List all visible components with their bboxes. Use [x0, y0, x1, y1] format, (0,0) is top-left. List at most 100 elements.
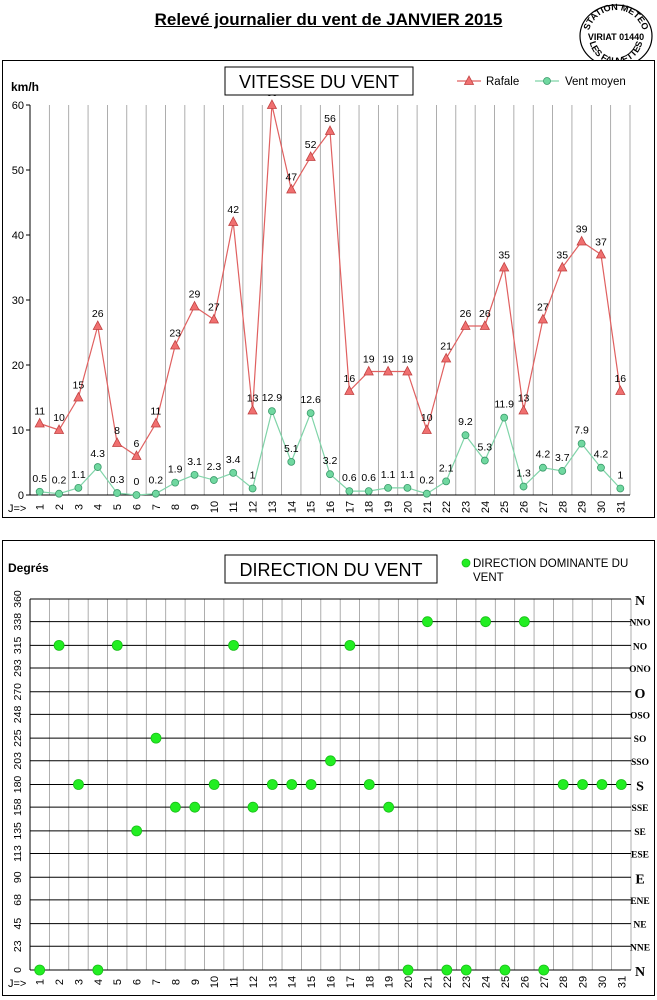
- y-tick-label: 158: [12, 798, 24, 816]
- mean-data-label: 0.6: [342, 472, 357, 484]
- gust-data-label: 16: [344, 373, 356, 385]
- y-tick-label: 90: [12, 871, 24, 883]
- x-tick-label: 31: [615, 501, 627, 513]
- gust-point: [382, 365, 394, 376]
- x-tick-label: 6: [131, 504, 143, 510]
- direction-point: [518, 616, 530, 628]
- y-tick-label: 270: [12, 683, 24, 701]
- mean-data-label: 7.9: [574, 425, 589, 437]
- direction-point: [441, 964, 453, 976]
- x-tick-label: 7: [151, 504, 163, 510]
- y-tick-label: 225: [12, 729, 24, 747]
- mean-point: [229, 468, 238, 477]
- x-tick-label: 6: [132, 979, 144, 985]
- gust-point: [111, 437, 123, 447]
- compass-label: O: [635, 687, 646, 702]
- direction-point: [383, 801, 395, 813]
- x-tick-label: 24: [481, 976, 493, 988]
- compass-label: N: [635, 594, 645, 609]
- mean-data-label: 1: [250, 470, 256, 482]
- x-tick-label: 21: [422, 501, 434, 513]
- station-stamp-logo: STATION METEO VIRIAT 01440 LES FAUVETTES: [579, 2, 653, 68]
- y-tick-label: 248: [12, 706, 24, 724]
- gust-point: [440, 352, 452, 363]
- direction-point: [228, 639, 239, 651]
- mean-data-label: 1.1: [71, 469, 86, 481]
- gust-data-label: 6: [134, 438, 140, 450]
- gust-point: [286, 183, 297, 194]
- legend-gust-marker: [463, 75, 475, 85]
- direction-point: [266, 779, 278, 790]
- gust-point: [73, 391, 84, 402]
- gust-point: [576, 235, 587, 246]
- gust-point: [595, 248, 607, 259]
- gust-data-label: 23: [169, 328, 181, 340]
- mean-data-label: 0.3: [110, 474, 125, 486]
- compass-label: S: [636, 780, 644, 795]
- gust-point: [518, 404, 529, 415]
- mean-data-label: 0.6: [361, 472, 376, 484]
- mean-point: [55, 489, 63, 498]
- gust-data-label: 26: [460, 308, 472, 320]
- x-tick-label: 31: [616, 976, 628, 988]
- x-tick-label: 11: [228, 501, 240, 512]
- gust-point: [247, 404, 258, 415]
- mean-data-label: 1.1: [400, 469, 415, 481]
- x-tick-label: 17: [344, 501, 356, 513]
- mean-data-label: 12.9: [262, 392, 283, 404]
- mean-data-label: 4.2: [536, 449, 551, 461]
- x-tick-label: 26: [519, 976, 531, 988]
- x-tick-label: 4: [93, 504, 105, 510]
- x-axis-label: J=>: [8, 978, 26, 990]
- x-tick-label: 3: [73, 979, 85, 985]
- gust-point: [131, 450, 142, 460]
- chart-title-box: [224, 66, 414, 96]
- svg-text:STATION METEO: STATION METEO: [581, 2, 650, 31]
- mean-point: [248, 484, 257, 493]
- chart-title: VITESSE DU VENT: [239, 72, 399, 92]
- mean-data-label: 0: [134, 476, 140, 488]
- mean-point: [209, 476, 218, 484]
- mean-point: [364, 487, 373, 496]
- direction-point: [247, 801, 259, 813]
- x-tick-label: 9: [190, 979, 202, 985]
- gust-data-label: 42: [227, 204, 239, 216]
- x-tick-label: 22: [441, 501, 453, 513]
- x-tick-label: 23: [461, 976, 473, 988]
- gust-data-label: 19: [382, 354, 394, 366]
- gust-data-label: 26: [92, 308, 104, 320]
- direction-point: [480, 616, 491, 628]
- mean-point: [287, 457, 296, 466]
- x-tick-label: 10: [209, 976, 221, 988]
- x-tick-label: 21: [422, 976, 434, 988]
- x-tick-label: 18: [364, 501, 376, 513]
- gust-data-label: 10: [421, 412, 433, 424]
- mean-data-label: 1.9: [168, 464, 183, 476]
- gust-point: [53, 424, 65, 434]
- gust-point: [208, 313, 220, 324]
- x-tick-label: 27: [538, 501, 550, 513]
- y-tick-label: 360: [12, 590, 24, 608]
- mean-data-label: 3.2: [323, 455, 338, 467]
- mean-data-label: 9.2: [458, 416, 473, 428]
- direction-point: [557, 779, 569, 790]
- y-tick-label: 135: [12, 822, 24, 840]
- x-tick-label: 15: [306, 976, 318, 988]
- x-tick-label: 14: [286, 501, 298, 513]
- mean-point: [35, 487, 44, 496]
- gust-point: [615, 385, 626, 395]
- gust-data-label: 26: [479, 308, 491, 320]
- gust-data-label: 37: [595, 237, 607, 249]
- mean-point: [403, 483, 412, 492]
- x-tick-label: 29: [578, 976, 590, 988]
- compass-label: ONO: [629, 665, 651, 675]
- mean-data-label: 3.1: [187, 456, 202, 468]
- mean-point: [345, 487, 354, 496]
- x-tick-label: 18: [364, 976, 376, 988]
- x-tick-label: 28: [558, 976, 570, 988]
- x-tick-label: 5: [112, 504, 124, 510]
- mean-data-label: 0.5: [32, 473, 47, 485]
- mean-data-label: 0.2: [419, 475, 434, 487]
